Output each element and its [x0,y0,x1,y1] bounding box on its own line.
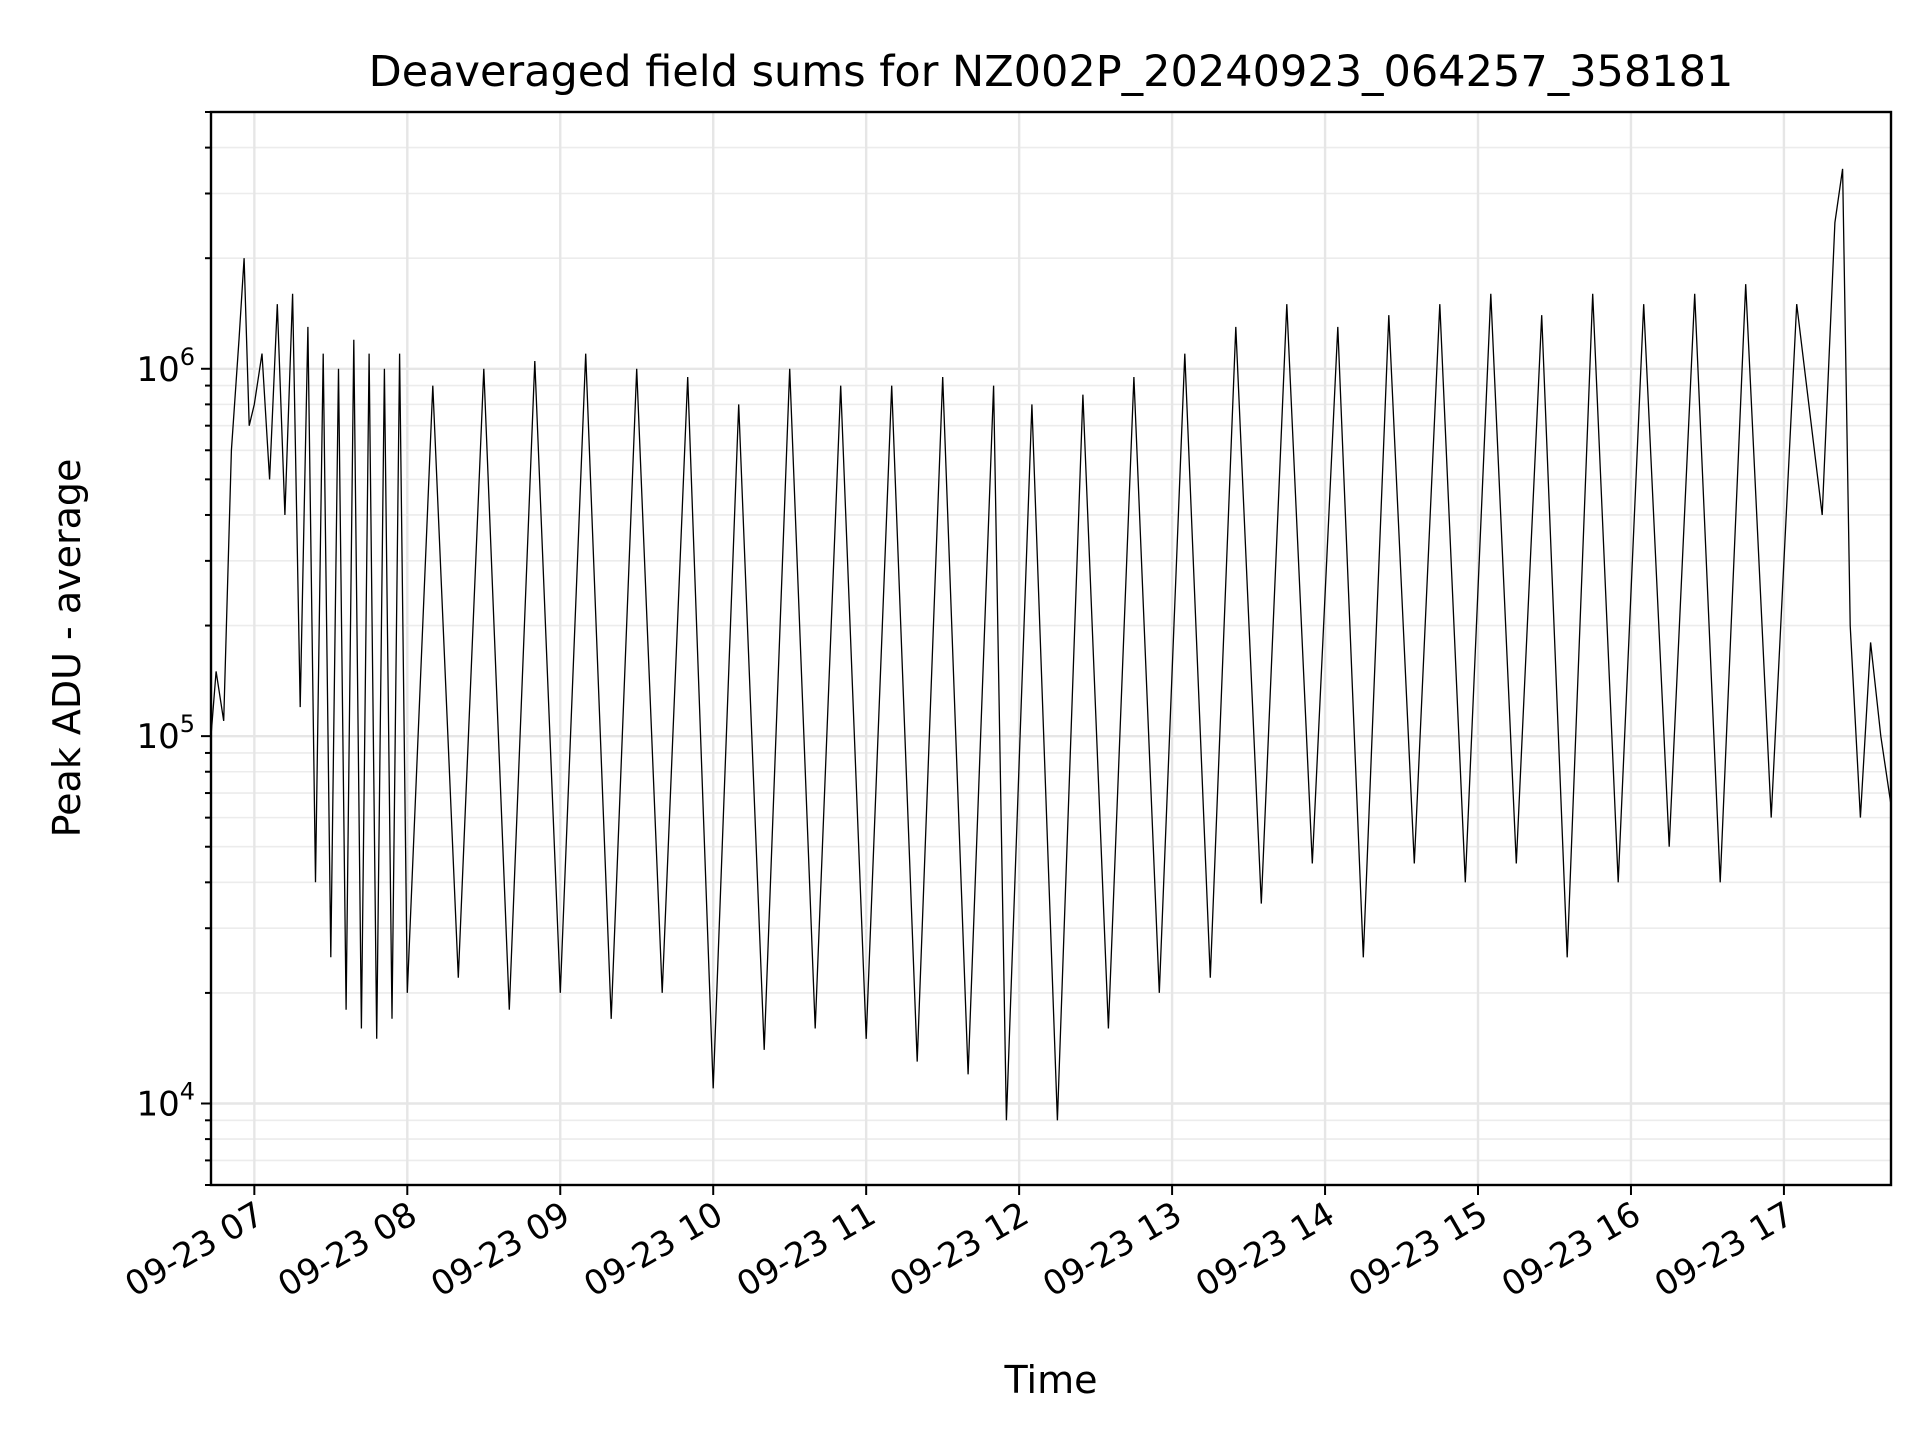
y-tick-label: 104 [136,1078,195,1125]
chart-title: Deaveraged field sums for NZ002P_2024092… [369,47,1734,97]
x-tick-label: 09-23 14 [1189,1194,1341,1305]
x-axis: 09-23 07 09-23 08 09-23 09 09-23 10 09-23 11… [118,1185,1800,1305]
series-0-line [210,168,1892,1121]
x-axis-label: Time [1004,1358,1098,1402]
x-tick-label: 09-23 08 [271,1194,423,1305]
x-tick-label: 09-23 09 [424,1194,576,1305]
y-axis: 104 105 106 [136,111,211,1186]
grid [211,111,1891,1186]
y-tick-label: 105 [136,710,195,757]
x-tick-label: 09-23 15 [1342,1194,1494,1305]
x-tick-label: 09-23 10 [577,1194,729,1305]
x-tick-label: 09-23 12 [883,1194,1035,1305]
x-tick-label: 09-23 13 [1036,1194,1188,1305]
x-tick-label: 09-23 17 [1648,1194,1800,1305]
x-tick-label: 09-23 11 [730,1194,882,1305]
y-axis-label: Peak ADU - average [45,459,89,838]
x-tick-label: 09-23 07 [118,1194,270,1305]
plot-frame [209,110,1893,1187]
series-layer [210,168,1892,1121]
y-tick-label: 106 [136,343,195,390]
x-tick-label: 09-23 16 [1495,1194,1647,1305]
